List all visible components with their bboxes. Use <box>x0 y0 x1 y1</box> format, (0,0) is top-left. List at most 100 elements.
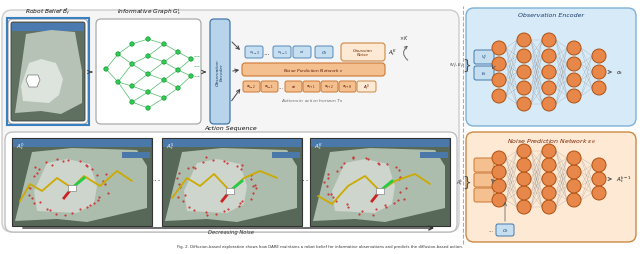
Polygon shape <box>184 159 247 213</box>
Circle shape <box>492 165 506 179</box>
Polygon shape <box>21 60 63 104</box>
Circle shape <box>492 90 506 104</box>
Circle shape <box>567 74 581 88</box>
Text: Informative Graph $G_t^i$: Informative Graph $G_t^i$ <box>116 6 180 17</box>
Text: $A_t^k$: $A_t^k$ <box>456 177 464 188</box>
Text: $A_t^{k-1}$: $A_t^{k-1}$ <box>616 174 632 185</box>
Circle shape <box>146 106 150 111</box>
Text: $E_t$: $E_t$ <box>481 70 487 77</box>
Circle shape <box>592 172 606 186</box>
Circle shape <box>146 72 150 77</box>
Circle shape <box>567 193 581 207</box>
Text: $A_t^0$: $A_t^0$ <box>363 82 370 92</box>
Circle shape <box>592 66 606 80</box>
Circle shape <box>517 82 531 96</box>
Text: $A_t^0$: $A_t^0$ <box>16 140 25 151</box>
FancyBboxPatch shape <box>2 11 459 232</box>
Circle shape <box>567 179 581 193</box>
Circle shape <box>104 68 108 72</box>
Circle shape <box>492 74 506 88</box>
Bar <box>272 152 300 158</box>
FancyBboxPatch shape <box>273 47 291 59</box>
Text: $o_t$: $o_t$ <box>616 69 623 77</box>
Circle shape <box>592 50 606 64</box>
Circle shape <box>542 145 556 158</box>
Circle shape <box>567 58 581 72</box>
Circle shape <box>146 90 150 95</box>
FancyBboxPatch shape <box>11 23 85 121</box>
Circle shape <box>567 42 581 56</box>
Circle shape <box>162 78 166 83</box>
Text: Actions in action horizon $T_a$: Actions in action horizon $T_a$ <box>280 97 342 104</box>
Text: }: } <box>462 175 471 189</box>
FancyBboxPatch shape <box>474 67 494 81</box>
FancyBboxPatch shape <box>8 20 88 124</box>
FancyBboxPatch shape <box>245 47 263 59</box>
Circle shape <box>492 42 506 56</box>
Polygon shape <box>165 148 297 222</box>
Circle shape <box>189 58 193 62</box>
Circle shape <box>130 43 134 47</box>
Circle shape <box>592 186 606 200</box>
Text: ...: ... <box>150 172 161 182</box>
Bar <box>420 152 448 158</box>
Bar <box>68 185 76 191</box>
Circle shape <box>517 172 531 186</box>
Text: Gaussian
Noise: Gaussian Noise <box>353 49 373 57</box>
Circle shape <box>542 98 556 112</box>
Circle shape <box>517 98 531 112</box>
FancyBboxPatch shape <box>357 82 376 93</box>
Text: Observation Encoder: Observation Encoder <box>518 13 584 18</box>
Circle shape <box>492 179 506 193</box>
FancyBboxPatch shape <box>261 82 278 93</box>
Circle shape <box>567 151 581 165</box>
Text: $A_t^K$: $A_t^K$ <box>314 140 323 151</box>
Polygon shape <box>34 159 97 213</box>
Polygon shape <box>26 76 40 88</box>
Polygon shape <box>332 159 395 213</box>
FancyBboxPatch shape <box>341 44 385 62</box>
Bar <box>12 24 84 32</box>
Bar <box>7 19 89 125</box>
Bar <box>163 139 301 147</box>
Circle shape <box>517 145 531 158</box>
Text: Decreasing Noise: Decreasing Noise <box>208 229 254 234</box>
Polygon shape <box>15 31 82 115</box>
Text: }: } <box>462 59 471 73</box>
Text: $O_t$: $O_t$ <box>321 49 327 57</box>
Text: $o_{t-3}$: $o_{t-3}$ <box>248 49 259 56</box>
Circle shape <box>517 66 531 80</box>
Circle shape <box>542 200 556 214</box>
Circle shape <box>567 165 581 179</box>
Text: $(V_t^i, E_t)$: $(V_t^i, E_t)$ <box>449 60 465 71</box>
Circle shape <box>130 85 134 89</box>
Bar <box>122 152 150 158</box>
FancyBboxPatch shape <box>474 158 494 172</box>
Text: Robot Belief $\hat{B}_f$: Robot Belief $\hat{B}_f$ <box>25 6 71 17</box>
Text: $o_{t-1}$: $o_{t-1}$ <box>276 49 287 56</box>
FancyBboxPatch shape <box>96 20 201 124</box>
FancyBboxPatch shape <box>210 20 230 124</box>
Polygon shape <box>313 148 445 222</box>
Bar <box>12 138 152 226</box>
Circle shape <box>492 58 506 72</box>
Bar <box>376 188 384 194</box>
Bar <box>310 138 450 226</box>
FancyBboxPatch shape <box>474 188 494 202</box>
Text: Noise Prediction Network $\varepsilon_\theta$: Noise Prediction Network $\varepsilon_\t… <box>507 136 595 145</box>
Text: $A_t^5$: $A_t^5$ <box>166 140 175 151</box>
Circle shape <box>146 38 150 42</box>
Text: $o_t$: $o_t$ <box>299 50 305 56</box>
Circle shape <box>542 158 556 172</box>
Circle shape <box>162 97 166 101</box>
Text: $A_t^K$: $A_t^K$ <box>388 47 397 58</box>
Text: $\times K$: $\times K$ <box>399 34 409 42</box>
Text: Action Sequence: Action Sequence <box>205 125 257 131</box>
Text: $a_{t+2}$: $a_{t+2}$ <box>324 84 335 91</box>
Circle shape <box>592 158 606 172</box>
Text: $a_{t-1}$: $a_{t-1}$ <box>264 84 275 91</box>
FancyBboxPatch shape <box>474 51 494 65</box>
Circle shape <box>116 53 120 57</box>
Circle shape <box>492 151 506 165</box>
Bar <box>226 188 234 194</box>
